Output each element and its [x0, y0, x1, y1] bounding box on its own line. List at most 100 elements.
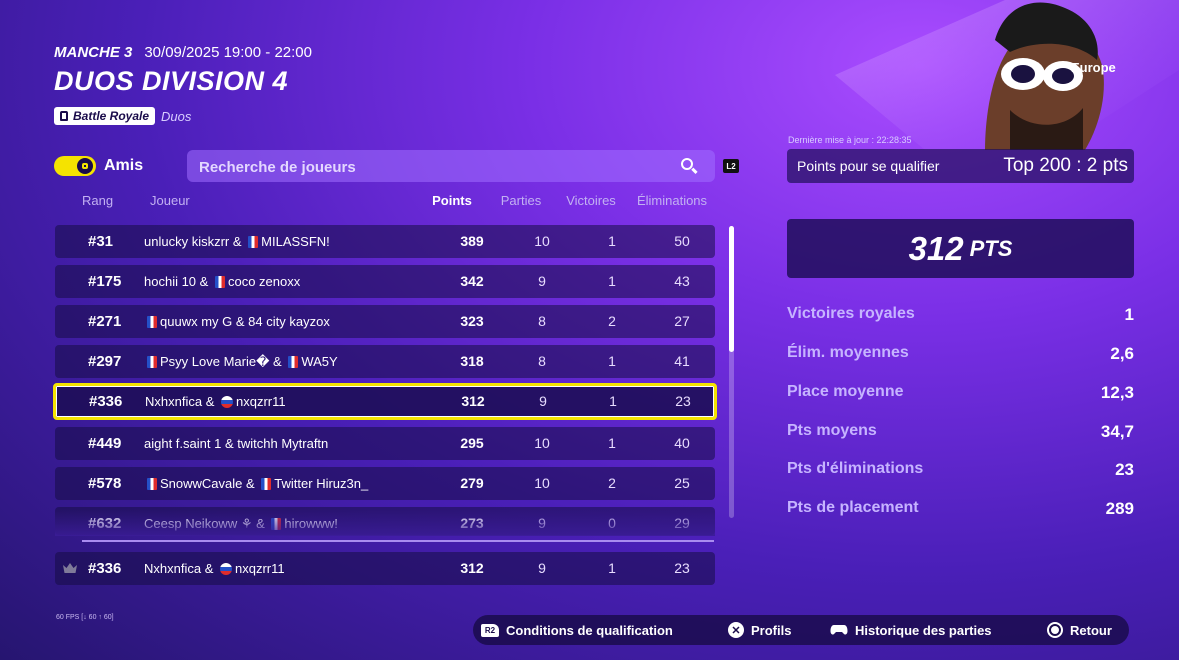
row-rank: #271 [88, 313, 122, 330]
own-joiner: & [204, 561, 214, 576]
france-flag-icon [248, 236, 259, 248]
france-flag-icon [147, 478, 157, 490]
col-header-points[interactable]: Points [432, 193, 472, 208]
row-elims: 27 [674, 313, 690, 329]
row-player: SnowwCavale & Twitter Hiruz3n_ [144, 467, 368, 500]
own-rank-row[interactable]: #336 Nxhxnfica & nxqzrr11 312 9 1 23 [55, 552, 715, 585]
col-header-elims[interactable]: Éliminations [636, 193, 708, 208]
row-rank: #175 [88, 273, 122, 290]
row-points: 279 [460, 475, 484, 491]
row-player: hochii 10 & coco zenoxx [144, 265, 300, 298]
row-player-2: WA5Y [301, 354, 338, 369]
match-history-button[interactable]: Historique des parties [830, 615, 992, 645]
leaderboard-row[interactable]: #578 SnowwCavale & Twitter Hiruz3n_ 279 10 2… [55, 467, 715, 500]
stat-row: Pts de placement 289 [787, 499, 1134, 523]
stat-value: 12,3 [1100, 383, 1134, 402]
row-rank: #578 [88, 475, 122, 492]
round-date: 30/09/2025 19:00 - 22:00 [144, 44, 312, 61]
france-flag-icon [214, 276, 225, 288]
row-matches: 10 [534, 435, 550, 451]
col-header-matches[interactable]: Parties [500, 193, 542, 208]
mode-sub: Duos [161, 108, 192, 124]
list-fade [55, 509, 715, 536]
cross-button-icon: ✕ [728, 622, 744, 638]
own-elims: 23 [674, 560, 690, 576]
row-elims: 23 [675, 393, 691, 409]
col-header-rank: Rang [82, 193, 114, 208]
stat-value: 23 [1115, 460, 1134, 479]
france-flag-icon [147, 356, 157, 368]
scrollbar-track[interactable] [729, 226, 734, 518]
row-elims: 41 [674, 353, 690, 369]
circle-button-icon [1047, 622, 1063, 638]
leaderboard-row-selected[interactable]: #336 Nxhxnfica & nxqzrr11 312 9 1 23 [53, 383, 717, 420]
qualify-value: Top 200 : 2 pts [1003, 155, 1128, 176]
row-wins: 1 [608, 233, 616, 249]
stat-row: Élim. moyennes 2,6 [787, 344, 1134, 368]
leaderboard-row[interactable]: #271 quuwx my G & 84 city kayzox 323 8 2 27 [55, 305, 715, 338]
match-history-label: Historique des parties [855, 622, 992, 638]
profiles-button[interactable]: ✕ Profils [728, 615, 791, 645]
row-matches: 8 [538, 353, 546, 369]
total-points-unit: PTS [969, 235, 1013, 261]
row-rank: #31 [88, 233, 114, 250]
france-flag-icon [288, 356, 299, 368]
l2-hint-icon: L2 [723, 159, 739, 173]
qualification-conditions-button[interactable]: R2 Conditions de qualification [481, 615, 673, 645]
col-header-wins[interactable]: Victoires [566, 193, 616, 208]
stat-label: Pts de placement [787, 499, 919, 516]
round-info: MANCHE 3 30/09/2025 19:00 - 22:00 [54, 44, 312, 61]
row-elims: 43 [674, 273, 690, 289]
qualify-label: Points pour se qualifier [797, 158, 940, 174]
action-bar: R2 Conditions de qualification ✕ Profils… [473, 615, 1129, 645]
r2-button-icon: R2 [481, 623, 499, 637]
row-points: 295 [460, 435, 484, 451]
row-player: Nxhxnfica & nxqzrr11 [145, 386, 286, 417]
scrollbar-thumb[interactable] [729, 226, 734, 352]
own-player-2: nxqzrr11 [235, 561, 285, 576]
row-player-2: MILASSFN! [261, 234, 330, 249]
mode-badge: Battle Royale [54, 107, 156, 125]
leaderboard-row[interactable]: #449 aight f.saint 1 & twitchh Mytraftn 29… [55, 427, 715, 460]
toggle-knob-icon [77, 158, 93, 174]
total-points: 312 [908, 229, 964, 267]
row-player-1: quuwx my G [160, 314, 233, 329]
leaderboard-row[interactable]: #31 unlucky kiskzrr & MILASSFN! 389 10 1 50 [55, 225, 715, 258]
stat-value: 1 [1124, 305, 1134, 324]
row-joiner: & [199, 274, 209, 289]
france-flag-icon [261, 478, 272, 490]
page-title: DUOS DIVISION 4 [54, 66, 289, 96]
profiles-label: Profils [751, 622, 792, 638]
last-update: Dernière mise à jour : 22:28:35 [788, 135, 912, 145]
stat-row: Place moyenne 12,3 [787, 383, 1134, 407]
stat-row: Pts moyens 34,7 [787, 422, 1134, 446]
back-button[interactable]: Retour [1047, 615, 1112, 645]
row-joiner: & [273, 354, 282, 369]
back-label: Retour [1070, 622, 1112, 638]
region-label: Europe [1071, 60, 1116, 75]
search-icon[interactable] [681, 158, 693, 170]
row-wins: 2 [608, 313, 616, 329]
row-player-2: nxqzrr11 [236, 394, 286, 409]
russia-flag-icon [220, 563, 232, 575]
leaderboard-row[interactable]: #297 Psyy Love Marie� & WA5Y 318 8 1 41 [55, 345, 715, 378]
row-player-2: twitchh Mytraftn [237, 436, 329, 451]
search-bar[interactable] [187, 150, 715, 184]
row-joiner: & [224, 436, 234, 451]
friends-toggle[interactable] [54, 156, 96, 176]
leaderboard-row[interactable]: #175 hochii 10 & coco zenoxx 342 9 1 43 [55, 265, 715, 298]
qualify-box: Points pour se qualifier Top 200 : 2 pts [787, 149, 1134, 183]
row-elims: 50 [674, 233, 690, 249]
row-player: aight f.saint 1 & twitchh Mytraftn [144, 427, 328, 460]
row-player: unlucky kiskzrr & MILASSFN! [144, 225, 330, 258]
round-label: MANCHE 3 [54, 44, 133, 61]
search-input[interactable] [197, 150, 671, 184]
row-player-2: coco zenoxx [227, 274, 301, 289]
row-points: 323 [460, 313, 484, 329]
stat-label: Pts moyens [787, 422, 877, 439]
own-player-1: Nxhxnfica [144, 561, 202, 576]
row-points: 389 [460, 233, 484, 249]
stat-row: Pts d'éliminations 23 [787, 460, 1134, 484]
france-flag-icon [147, 316, 157, 328]
own-rank: #336 [88, 560, 122, 577]
